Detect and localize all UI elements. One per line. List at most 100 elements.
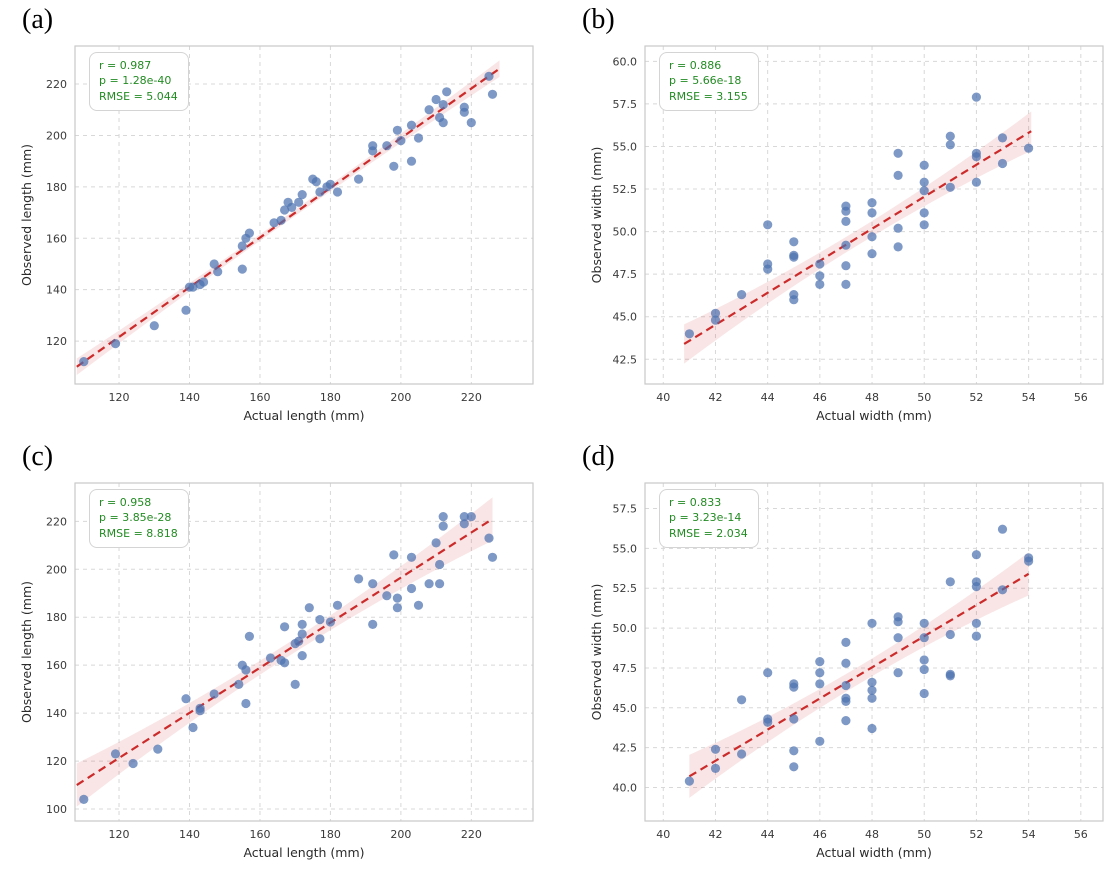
data-point	[276, 215, 286, 225]
confidence-band	[76, 497, 493, 807]
data-point	[459, 512, 469, 522]
data-point	[789, 237, 799, 247]
data-point	[466, 118, 476, 128]
stat-p: p = 1.28e-40	[99, 74, 172, 88]
svg-text:140: 140	[46, 707, 67, 720]
data-point	[763, 264, 773, 274]
scatter-plot-width-observed: 40 42 44 46 48 50 52 54 56 40.0 42.5 45.0 47.5 50.0 52…	[589, 482, 1104, 860]
data-point	[841, 637, 851, 647]
data-point	[737, 749, 747, 759]
data-point	[297, 629, 307, 639]
data-point	[945, 629, 955, 640]
y-tick-labels: 100 120 140 160 180 200 220	[46, 515, 67, 816]
stat-rmse: RMSE = 8.818	[99, 526, 178, 540]
data-point	[893, 633, 903, 643]
data-point	[382, 141, 392, 151]
data-point	[297, 619, 307, 629]
data-point	[265, 653, 276, 663]
svg-text:50: 50	[917, 391, 931, 404]
svg-text:50.0: 50.0	[613, 622, 638, 635]
data-point	[919, 655, 929, 665]
scatter-plot-length-observed: 120 140 160 180 200 220 100 120 140 160 180 200 220 A…	[19, 482, 534, 860]
x-axis-label: Actual length (mm)	[243, 408, 364, 423]
data-point	[789, 682, 799, 692]
data-point	[153, 744, 163, 754]
data-point	[971, 177, 981, 187]
svg-text:160: 160	[46, 232, 67, 245]
data-point	[181, 694, 191, 704]
svg-text:140: 140	[179, 391, 200, 404]
data-point	[684, 776, 694, 786]
data-point	[241, 698, 251, 709]
data-point	[789, 746, 799, 756]
data-point	[484, 533, 494, 543]
data-point	[919, 618, 929, 628]
svg-text:160: 160	[249, 828, 270, 841]
stat-r: r = 0.987	[99, 59, 152, 72]
panel-d-label: (d)	[582, 441, 615, 472]
svg-text:180: 180	[46, 611, 67, 624]
svg-text:47.5: 47.5	[613, 662, 638, 675]
svg-text:57.5: 57.5	[613, 503, 638, 516]
data-point	[1024, 556, 1034, 566]
svg-text:40: 40	[656, 828, 670, 841]
data-point	[188, 282, 198, 292]
data-point	[815, 668, 825, 678]
regression-line	[76, 518, 494, 786]
data-point	[997, 158, 1008, 169]
data-point	[389, 550, 399, 560]
data-point	[841, 216, 851, 226]
svg-text:45.0: 45.0	[613, 702, 638, 715]
svg-text:54: 54	[1022, 828, 1036, 841]
svg-text:45.0: 45.0	[613, 311, 638, 324]
x-axis-label: Actual length (mm)	[243, 845, 364, 860]
data-point	[181, 305, 191, 315]
svg-text:120: 120	[109, 391, 130, 404]
data-point	[237, 264, 247, 274]
svg-text:120: 120	[46, 335, 67, 348]
data-point	[867, 232, 877, 242]
data-point	[710, 315, 721, 325]
data-point	[209, 259, 219, 269]
data-point	[867, 723, 877, 734]
data-point	[815, 736, 825, 746]
panel-d: (d) 40 42 44 46 48 50 52 54 56 40.0 42.5 45.0 47.5 50…	[560, 437, 1120, 874]
data-point	[815, 259, 825, 269]
data-point	[392, 593, 402, 603]
svg-text:160: 160	[249, 391, 270, 404]
svg-text:42.5: 42.5	[613, 353, 638, 366]
data-point	[315, 634, 325, 644]
panel-a-label: (a)	[22, 4, 54, 35]
data-point	[438, 512, 448, 522]
data-point	[406, 120, 417, 130]
data-point	[841, 680, 851, 691]
svg-text:200: 200	[46, 129, 67, 142]
data-point	[110, 749, 121, 759]
x-axis-label: Actual width (mm)	[816, 845, 932, 860]
data-point	[867, 249, 877, 259]
plot-border	[644, 45, 1104, 385]
data-point	[149, 321, 159, 331]
data-point	[435, 579, 445, 589]
data-point	[297, 651, 307, 661]
stat-p: p = 5.66e-18	[669, 74, 742, 88]
data-point	[487, 89, 498, 99]
data-point	[997, 585, 1008, 595]
data-point	[710, 308, 721, 318]
svg-text:200: 200	[390, 391, 411, 404]
data-point	[789, 252, 799, 262]
svg-text:200: 200	[390, 828, 411, 841]
svg-text:57.5: 57.5	[613, 98, 638, 111]
data-point	[919, 177, 929, 187]
panel-a: (a) 120 140 160 180 200 220 120 140 160 180 200 220…	[0, 0, 560, 437]
data-point	[234, 679, 244, 689]
data-point	[209, 689, 219, 699]
data-point	[382, 591, 392, 601]
data-point	[971, 550, 981, 560]
svg-text:140: 140	[46, 284, 67, 297]
data-point	[893, 617, 903, 627]
scatter-points	[79, 71, 498, 367]
data-point	[459, 519, 469, 529]
data-point	[945, 140, 955, 150]
